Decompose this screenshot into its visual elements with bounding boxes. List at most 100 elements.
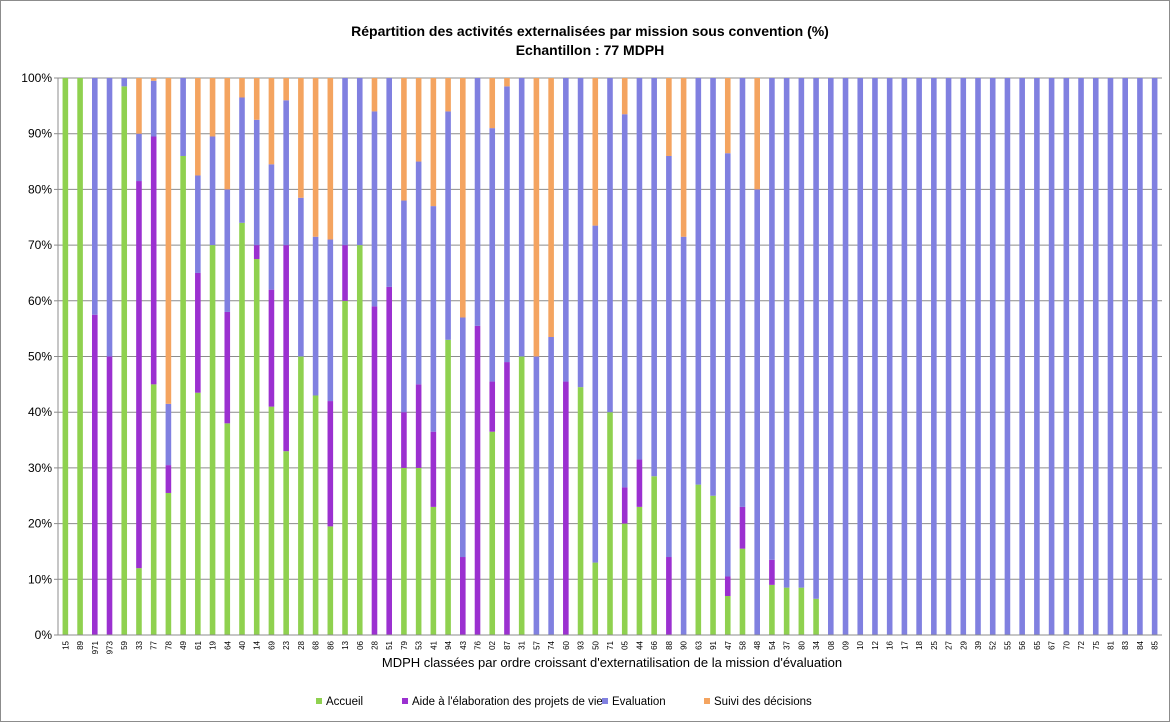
bar-segment <box>165 78 172 404</box>
bar-segment <box>150 80 157 137</box>
x-tick-label: 39 <box>974 640 983 649</box>
y-tick-label: 80% <box>28 182 52 196</box>
bar-segment <box>636 78 643 460</box>
bar-segment <box>327 401 334 527</box>
x-tick-label: 72 <box>1077 640 1086 649</box>
bar-segment <box>283 245 289 452</box>
bar-segment <box>989 78 996 635</box>
legend-swatch <box>402 698 408 704</box>
y-tick-label: 30% <box>28 461 52 475</box>
bar-segment <box>195 272 201 393</box>
bar-segment <box>886 78 893 635</box>
bar-segment <box>386 286 392 635</box>
x-tick-label: 09 <box>842 640 851 649</box>
bar-segment <box>92 78 98 315</box>
bar-segment <box>430 206 437 432</box>
x-tick-label: 18 <box>915 640 924 649</box>
x-axis-label: MDPH classées par ordre croissant d'exte… <box>382 655 842 670</box>
x-tick-label: 40 <box>238 640 247 649</box>
bar-segment <box>960 78 967 635</box>
bar-segment <box>342 245 348 301</box>
bar-segment <box>504 362 510 635</box>
bars <box>62 78 1158 636</box>
bar-segment <box>415 467 422 635</box>
x-tick-label: 60 <box>562 640 571 649</box>
bar-segment <box>783 587 790 635</box>
bar-segment <box>165 492 172 635</box>
bar-segment <box>489 78 496 129</box>
bar-segment <box>106 78 113 357</box>
bar-segment <box>533 78 540 357</box>
bar-segment <box>931 78 937 635</box>
bar-segment <box>195 78 201 176</box>
bar-segment <box>209 78 216 137</box>
legend-swatch <box>704 698 710 704</box>
bar-segment <box>1107 78 1114 635</box>
bar-segment <box>1063 78 1070 635</box>
bar-segment <box>239 78 245 98</box>
bar-segment <box>504 78 510 87</box>
bar-segment <box>283 100 289 246</box>
bar-segment <box>563 381 569 635</box>
bar-segment <box>504 86 510 363</box>
bar-segment <box>1034 78 1040 635</box>
bar-segment <box>415 161 422 385</box>
bar-segment <box>739 506 746 549</box>
y-tick-label: 90% <box>28 127 52 141</box>
bar-segment <box>430 78 437 207</box>
bar-segment <box>209 136 216 246</box>
bar-segment <box>239 97 245 223</box>
x-tick-label: 06 <box>356 640 365 649</box>
bar-segment <box>268 164 275 290</box>
x-tick-label: 78 <box>164 640 173 649</box>
bar-segment <box>739 78 746 507</box>
bar-segment <box>253 78 260 120</box>
bar-segment <box>415 78 422 162</box>
legend-label: Aide à l'élaboration des projets de vie <box>412 696 603 708</box>
x-tick-label: 50 <box>591 640 600 649</box>
bar-segment <box>577 78 584 388</box>
x-tick-label: 51 <box>385 640 394 649</box>
bar-segment <box>1137 78 1143 635</box>
bar-segment <box>342 78 348 246</box>
bar-segment <box>298 356 304 635</box>
bar-segment <box>460 317 466 558</box>
bar-segment <box>680 236 687 635</box>
x-tick-label: 71 <box>606 640 615 649</box>
bar-segment <box>666 155 672 558</box>
x-tick-label: 56 <box>1018 640 1027 649</box>
bar-segment <box>224 189 231 312</box>
x-tick-label: 14 <box>253 640 262 649</box>
bar-segment <box>563 78 569 382</box>
bar-segment <box>548 337 554 635</box>
bar-segment <box>636 506 643 635</box>
axes <box>57 78 1162 636</box>
y-tick-label: 100% <box>21 71 52 85</box>
legend-swatch <box>602 698 608 704</box>
y-tick-label: 60% <box>28 294 52 308</box>
y-tick-label: 0% <box>35 628 53 642</box>
x-tick-label: 93 <box>577 640 586 649</box>
x-tick-label: 02 <box>488 640 497 649</box>
x-tick-label: 57 <box>532 640 541 649</box>
bar-segment <box>533 356 540 635</box>
bar-segment <box>136 568 142 635</box>
x-tick-label: 66 <box>650 640 659 649</box>
bar-segment <box>592 562 599 635</box>
bar-segment <box>607 78 613 413</box>
bar-segment <box>621 114 628 488</box>
x-tick-label: 25 <box>930 640 939 649</box>
bar-segment <box>724 78 731 154</box>
bar-segment <box>518 78 525 357</box>
bar-segment <box>62 78 69 635</box>
y-tick-label: 70% <box>28 238 52 252</box>
bar-segment <box>445 78 451 112</box>
bar-segment <box>621 487 628 524</box>
y-tick-label: 40% <box>28 405 52 419</box>
bar-segment <box>1019 78 1025 635</box>
x-tick-label: 47 <box>724 640 733 649</box>
x-tick-label: 08 <box>827 640 836 649</box>
chart-title: Répartition des activités externalisées … <box>351 23 829 39</box>
